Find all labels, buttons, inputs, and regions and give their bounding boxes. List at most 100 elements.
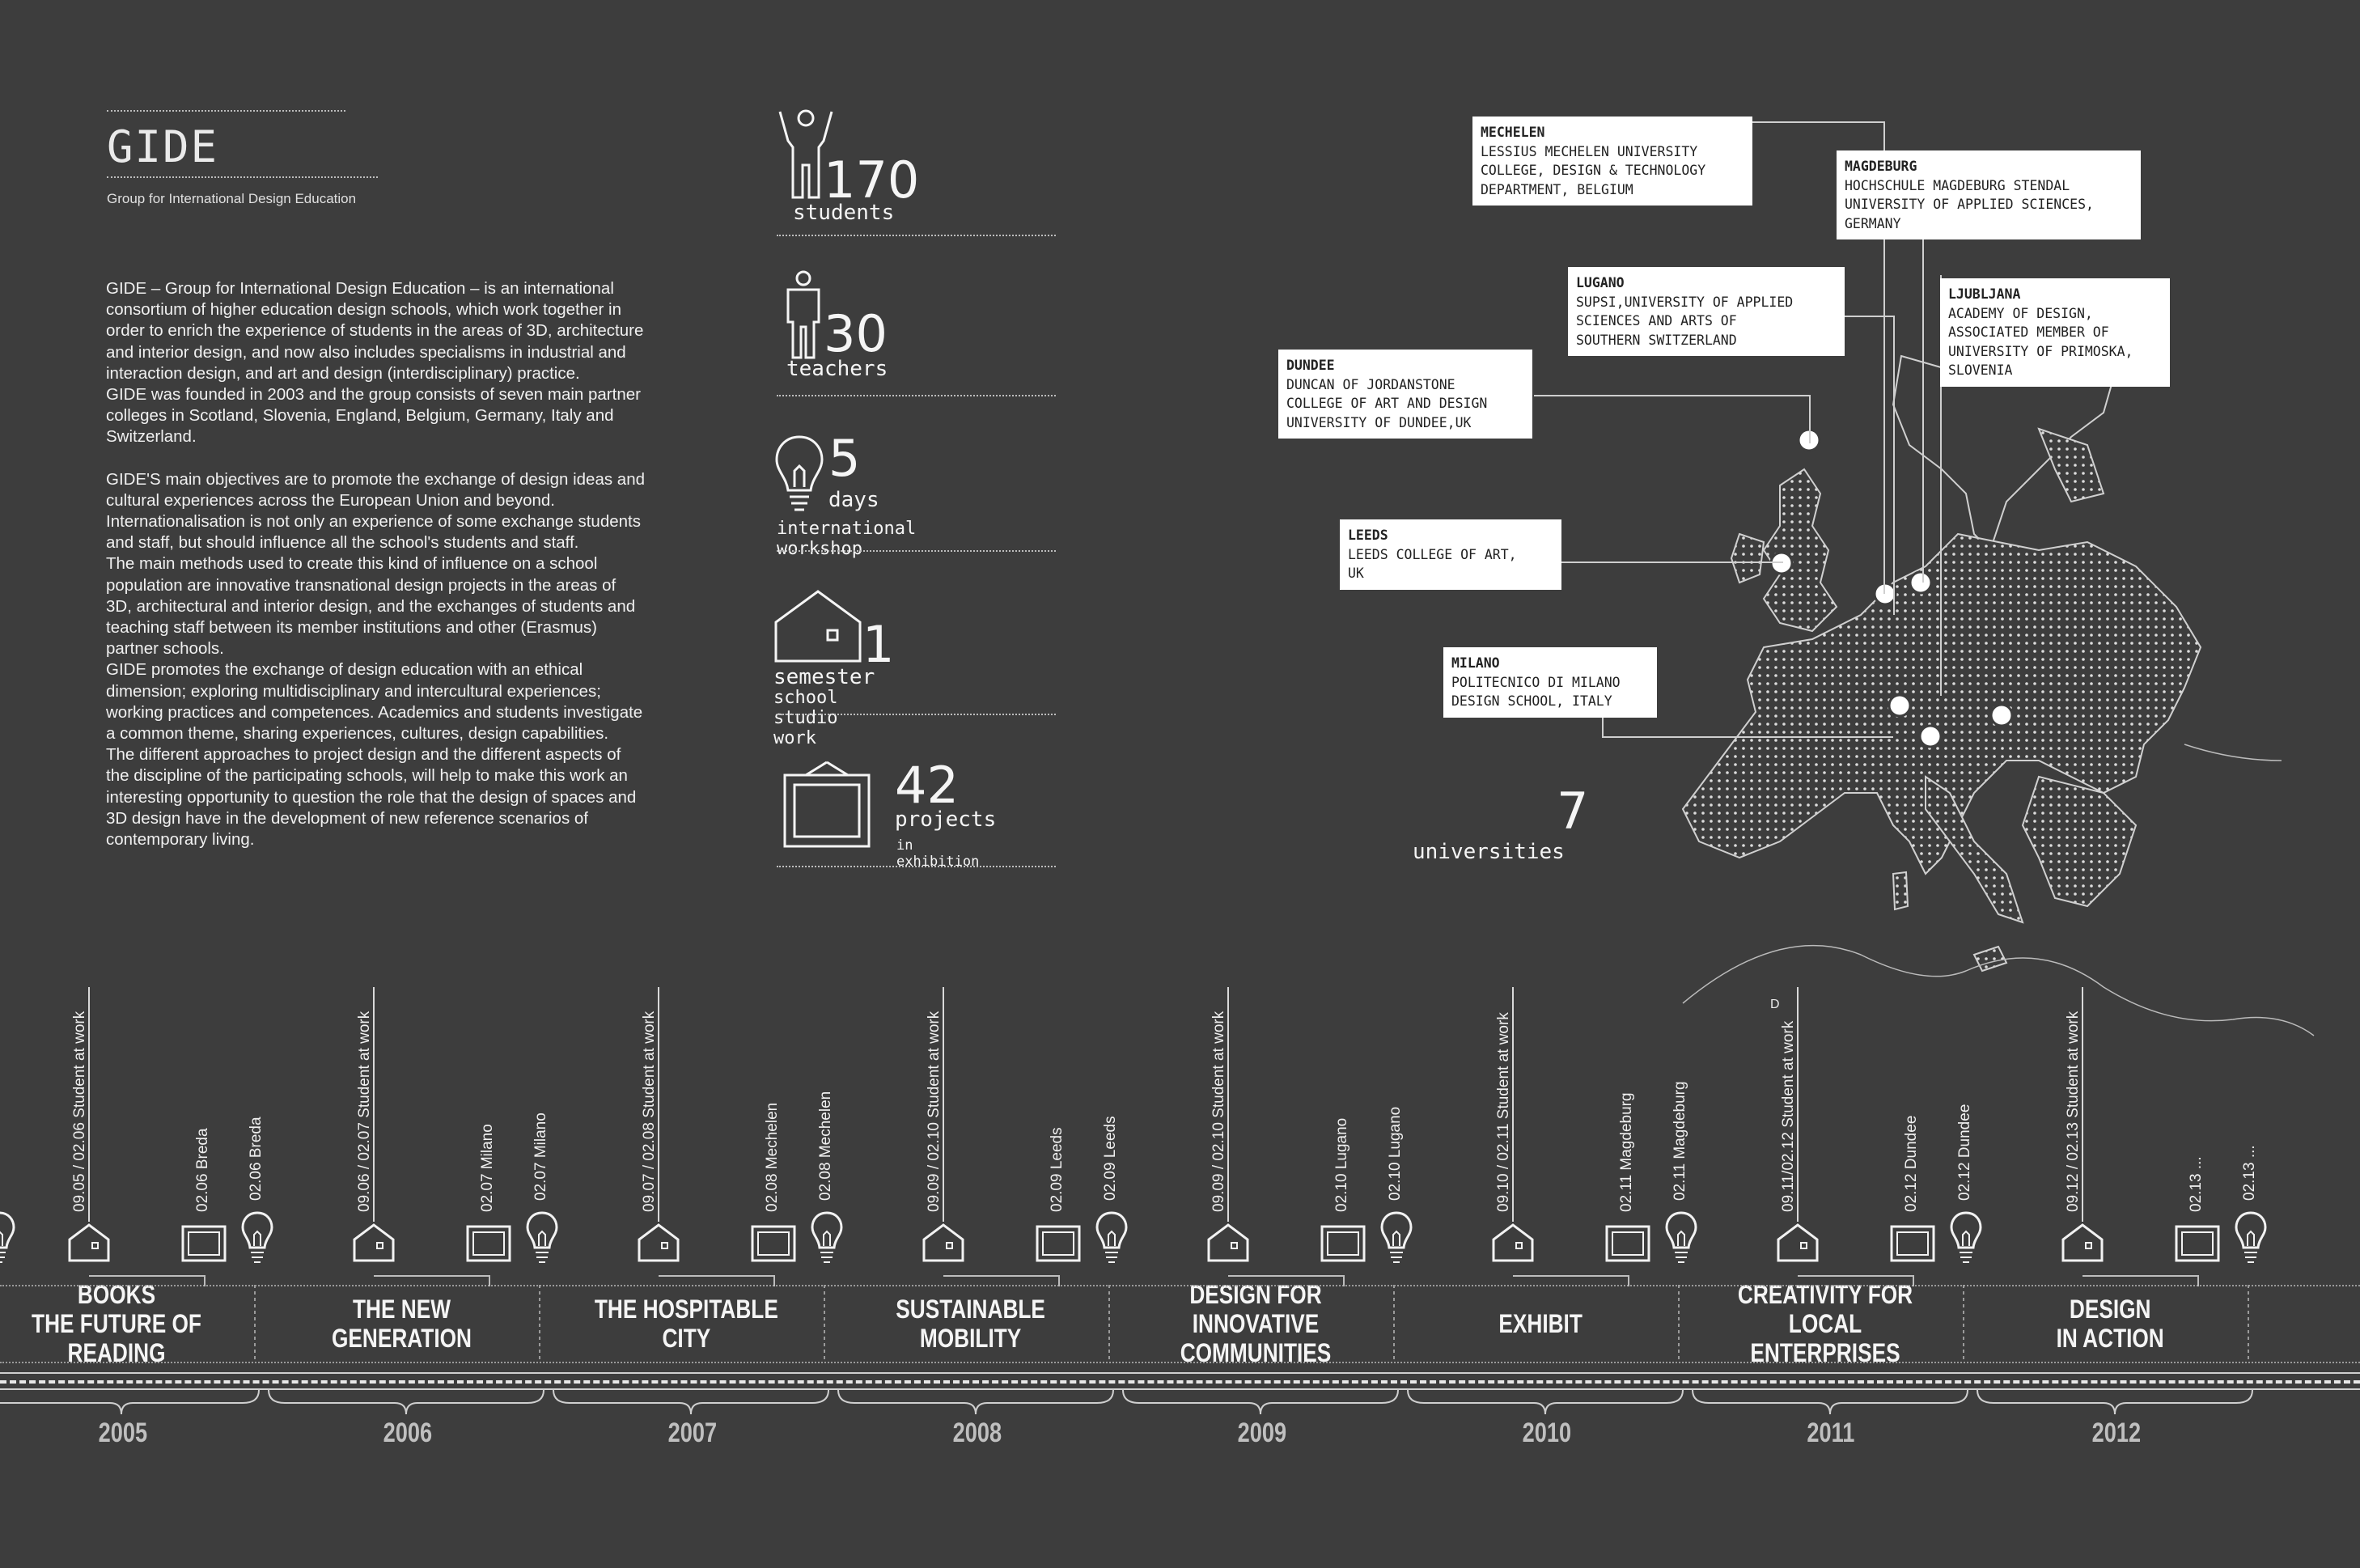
university-magdeburg: MAGDEBURG HOCHSCHULE MAGDEBURG STENDAL U… xyxy=(1837,150,2141,239)
university-city: LEEDS xyxy=(1348,528,1388,543)
picture-frame-icon xyxy=(783,761,871,848)
logo-top-rule xyxy=(107,110,345,112)
house-icon xyxy=(1207,1223,1249,1262)
logo-bottom-rule xyxy=(107,176,378,178)
house-icon xyxy=(1492,1223,1534,1262)
lightbulb-icon xyxy=(1095,1211,1128,1263)
year-label: 2011 xyxy=(1807,1418,1855,1448)
event-label: 02.08 Mechelen xyxy=(764,1102,781,1212)
connector-line xyxy=(1738,121,1883,123)
theme-text: DESIGN FOR INNOVATIVE COMMUNITIES xyxy=(1180,1279,1332,1367)
university-mechelen: MECHELEN LESSIUS MECHELEN UNIVERSITY COL… xyxy=(1472,117,1752,206)
picture-frame-icon xyxy=(1890,1225,1935,1262)
house-icon xyxy=(774,590,862,663)
university-city: DUNDEE xyxy=(1286,358,1335,373)
universities-label: universities xyxy=(1413,840,1565,864)
picture-frame-icon xyxy=(2175,1225,2220,1262)
house-icon xyxy=(638,1223,680,1262)
theme-border xyxy=(1678,1285,1680,1362)
connector-line xyxy=(1940,275,1942,696)
lightbulb-icon xyxy=(1665,1211,1697,1263)
projects-label: projects xyxy=(895,807,997,832)
theme-text: SUSTAINABLE MOBILITY xyxy=(896,1294,1046,1353)
event-line xyxy=(88,987,90,1222)
connector-line xyxy=(1602,712,1604,736)
theme-border xyxy=(254,1285,256,1362)
theme-label: SUSTAINABLE MOBILITY xyxy=(837,1285,1105,1362)
year-brace xyxy=(1977,1389,2253,1415)
university-lugano: LUGANO SUPSI,UNIVERSITY OF APPLIED SCIEN… xyxy=(1568,267,1845,356)
teachers-label: teachers xyxy=(786,357,888,381)
theme-label: CREATIVITY FOR LOCAL ENTERPRISES xyxy=(1691,1280,1960,1367)
stat-rule xyxy=(777,714,1056,715)
year-brace xyxy=(1407,1389,1684,1415)
university-name: POLITECNICO DI MILANO DESIGN SCHOOL, ITA… xyxy=(1451,674,1621,710)
teachers-count: 30 xyxy=(824,304,888,363)
map-marker-label: D xyxy=(1770,998,1780,1011)
theme-band-border xyxy=(0,1285,2360,1286)
year-label: 2012 xyxy=(2091,1418,2142,1448)
event-label: 09.12 / 02.13 Student at work xyxy=(2065,1011,2082,1212)
event-label: 02.13 ... xyxy=(2188,1156,2205,1212)
year-brace xyxy=(1122,1389,1399,1415)
house-icon xyxy=(353,1223,395,1262)
theme-text: BOOKS THE FUTURE OF READING xyxy=(32,1279,201,1367)
connector-line xyxy=(1534,395,1809,396)
year-brace xyxy=(0,1389,260,1415)
picture-frame-icon xyxy=(181,1225,227,1262)
university-name: DUNCAN OF JORDANSTONE COLLEGE OF ART AND… xyxy=(1286,376,1488,430)
house-icon xyxy=(1777,1223,1819,1262)
event-label: 02.10 Lugano xyxy=(1333,1117,1350,1212)
students-label: students xyxy=(793,201,895,225)
event-connector xyxy=(2082,1275,2199,1286)
connector-line xyxy=(1845,316,1893,317)
year-label: 2008 xyxy=(952,1418,1002,1448)
house-icon xyxy=(922,1223,964,1262)
semester-label: semester xyxy=(773,665,875,689)
university-name: LESSIUS MECHELEN UNIVERSITY COLLEGE, DES… xyxy=(1481,143,1706,197)
university-name: ACADEMY OF DESIGN, ASSOCIATED MEMBER OF … xyxy=(1948,305,2133,379)
theme-text: CREATIVITY FOR LOCAL ENTERPRISES xyxy=(1737,1279,1913,1367)
lightbulb-icon xyxy=(241,1211,273,1263)
event-label: 09.07 / 02.08 Student at work xyxy=(641,1011,658,1212)
intro-paragraph-2: GIDE'S main objectives are to promote th… xyxy=(106,469,645,850)
university-city: MAGDEBURG xyxy=(1845,159,1917,174)
students-count: 170 xyxy=(824,150,920,210)
theme-border xyxy=(1108,1285,1110,1362)
university-milano: MILANO POLITECNICO DI MILANO DESIGN SCHO… xyxy=(1443,647,1657,718)
stat-rule xyxy=(777,866,1056,867)
stat-rule xyxy=(777,550,1056,552)
theme-border xyxy=(1963,1285,1964,1362)
university-name: HOCHSCHULE MAGDEBURG STENDAL UNIVERSITY … xyxy=(1845,177,2094,231)
person-standing-icon xyxy=(786,270,820,359)
event-connector xyxy=(659,1275,775,1286)
event-label: 09.05 / 02.06 Student at work xyxy=(71,1011,88,1212)
university-city: LUGANO xyxy=(1576,275,1625,290)
event-label: 02.11 Magdeburg xyxy=(1618,1092,1635,1212)
lightbulb-icon xyxy=(811,1211,843,1263)
person-cheering-icon xyxy=(778,109,833,199)
event-line xyxy=(943,987,944,1222)
stat-rule xyxy=(777,395,1056,396)
picture-frame-icon xyxy=(1036,1225,1081,1262)
event-label: 02.09 Leeds xyxy=(1049,1127,1066,1212)
lightbulb-icon xyxy=(1380,1211,1413,1263)
picture-frame-icon xyxy=(1605,1225,1650,1262)
event-line xyxy=(373,987,375,1222)
event-label: 02.12 Dundee xyxy=(1956,1104,1973,1201)
event-line xyxy=(1797,987,1799,1222)
timeline-axis-rule xyxy=(0,1388,2360,1390)
year-brace xyxy=(553,1389,829,1415)
event-line xyxy=(1512,987,1514,1222)
timeline-axis-dashes xyxy=(0,1380,2360,1384)
event-line xyxy=(658,987,659,1222)
semester-sub: school studio work xyxy=(773,688,838,748)
university-ljubljana: LJUBLJANA ACADEMY OF DESIGN, ASSOCIATED … xyxy=(1940,278,2170,387)
event-label: 09.06 / 02.07 Student at work xyxy=(356,1011,373,1212)
semester-count: 1 xyxy=(862,615,895,674)
lightbulb-icon xyxy=(526,1211,558,1263)
days-count: 5 xyxy=(828,429,861,488)
event-label: 09.11/02.12 Student at work xyxy=(1780,1020,1797,1212)
year-label: 2006 xyxy=(383,1418,433,1448)
theme-label: BOOKS THE FUTURE OF READING xyxy=(0,1280,251,1367)
